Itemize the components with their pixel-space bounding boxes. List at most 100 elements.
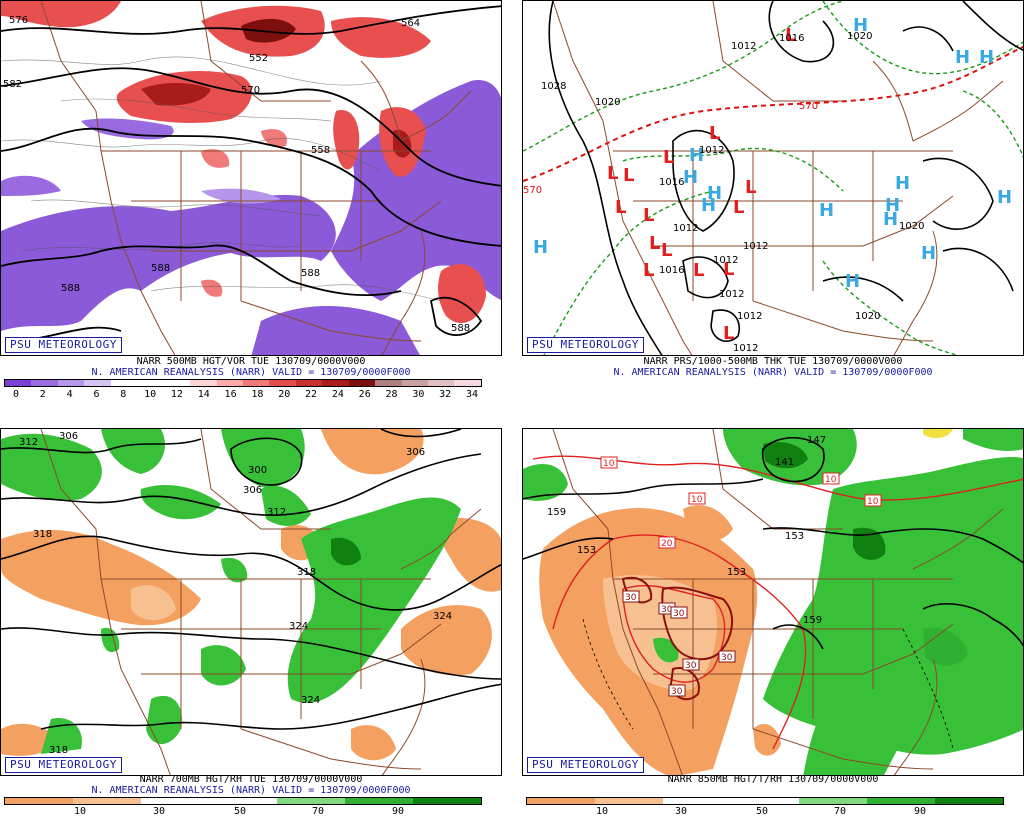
p4-contour-label-153-s: 153: [727, 567, 746, 578]
p1-contour-label-588c: 588: [301, 268, 320, 279]
colorbar-tick-label: 90: [913, 806, 927, 817]
p1-contour-label-588d: 588: [151, 263, 170, 274]
colorbar-swatch: [5, 798, 73, 804]
p1-contour-label-558: 558: [311, 145, 330, 156]
colorbar-tick-label: 70: [311, 806, 325, 817]
low-pressure-symbols: L L L L L L L L L L L L L L L: [607, 25, 796, 344]
p2-isobar-label-1012-g: 1012: [733, 343, 758, 354]
colorbar-swatch: [137, 380, 164, 386]
svg-text:H: H: [895, 173, 910, 194]
colorbar-swatch: [322, 380, 349, 386]
p4-temp-label-30-a: 30: [625, 593, 637, 603]
high-pressure-symbols: H H H H H H H H H H H H H H H: [533, 15, 1012, 292]
p4-temp-label-30-b: 30: [661, 605, 673, 615]
colorbar-tick-label: 20: [278, 389, 291, 400]
colorbar-swatch: [663, 798, 731, 804]
p4-temp-label-30-d: 30: [685, 661, 697, 671]
p2-isobar-label-1020-east: 1020: [855, 311, 880, 322]
colorbar-tick-label: 10: [595, 806, 609, 817]
p3-contour-label-306-c: 306: [243, 485, 262, 496]
colorbar-tick-label: 70: [833, 806, 847, 817]
colorbar-tick-label: 8: [120, 389, 127, 400]
svg-text:L: L: [649, 233, 660, 254]
colorbar-tick-label: 90: [391, 806, 405, 817]
p4-temp-label-10-c: 10: [825, 475, 837, 485]
p4-contour-label-153-c: 153: [785, 531, 804, 542]
p4-contour-label-153-w: 153: [577, 545, 596, 556]
p3-contour-label-318-c: 318: [297, 567, 316, 578]
p2-isobar-label-1012-top: 1012: [731, 41, 756, 52]
p3-contour-label-318-w: 318: [33, 529, 52, 540]
p1-labels: 576 564 552 570 558 582 588 588 588 588: [3, 15, 470, 334]
svg-text:L: L: [643, 260, 654, 281]
colorbar-tick-label: 26: [358, 389, 371, 400]
svg-text:L: L: [733, 197, 744, 218]
colorbar-tick-label: 50: [233, 806, 247, 817]
p4-contour-label-159-w: 159: [547, 507, 566, 518]
svg-text:H: H: [819, 200, 834, 221]
colorbar-tick-label: 18: [251, 389, 264, 400]
p2-isobar-label-1016-top: 1016: [779, 33, 804, 44]
p2-isobar-label-1012-c: 1012: [743, 241, 768, 252]
p3-caption-line1: NARR 700MB HGT/RH TUE 130709/0000V000: [139, 774, 363, 785]
colorbar-swatch: [295, 380, 323, 386]
p4-temp-label-30-c: 30: [673, 609, 685, 619]
p2-isobar-label-1020-west: 1020: [595, 97, 620, 108]
colorbar-swatch: [141, 798, 209, 804]
colorbar-tick-label: 34: [465, 389, 479, 400]
map-surface: [523, 1, 1023, 355]
svg-text:L: L: [785, 25, 796, 46]
colorbar-swatch: [428, 380, 455, 386]
p3-contour-label-306-nw: 306: [59, 431, 78, 442]
colorbar-tick-label: 4: [66, 389, 73, 400]
p1-colorbar: [4, 379, 482, 387]
p4-temp-label-20: 20: [661, 539, 673, 549]
colorbar-tick-label: 0: [12, 389, 20, 400]
map-500mb: [1, 1, 501, 355]
svg-text:L: L: [643, 205, 654, 226]
colorbar-swatch: [277, 798, 345, 804]
p3-colorbar: [4, 797, 482, 805]
p1-caption-line1: NARR 500MB HGT/VOR TUE 130709/0000V000: [136, 356, 366, 367]
p4-temp-label-10-d: 10: [867, 497, 879, 507]
p4-colorbar: [526, 797, 1004, 805]
colorbar-swatch: [345, 798, 413, 804]
colorbar-swatch: [31, 380, 58, 386]
p2-isobar-label-1012-e: 1012: [719, 289, 744, 300]
p2-isobar-label-1012-b: 1012: [673, 223, 698, 234]
svg-text:L: L: [693, 260, 704, 281]
svg-text:H: H: [689, 145, 704, 166]
p3-colorbar-ticks: 10 30 50 70 90: [4, 806, 484, 818]
p4-temp-label-30-f: 30: [671, 687, 683, 697]
svg-text:H: H: [885, 195, 900, 216]
panel-500mb-vorticity: 576 564 552 570 558 582 588 588 588 588 …: [0, 0, 502, 356]
p1-contour-label-576: 576: [9, 15, 28, 26]
p2-isobar-label-1012-a: 1012: [699, 145, 724, 156]
svg-text:L: L: [709, 123, 720, 144]
p2-thickness-label-570b: 570: [523, 185, 542, 196]
svg-text:L: L: [607, 163, 618, 184]
p3-contour-label-324-e: 324: [433, 611, 452, 622]
colorbar-tick-label: 32: [439, 389, 452, 400]
p4-caption: NARR 850MB HGT/T/RH 130709/0000V000: [522, 774, 1024, 785]
colorbar-tick-label: 24: [331, 389, 344, 400]
p4-temp-label-10-a: 10: [603, 459, 615, 469]
colorbar-tick-label: 30: [152, 806, 166, 817]
svg-text:H: H: [997, 187, 1012, 208]
p2-isobar-label-1016-a: 1016: [659, 177, 684, 188]
p3-labels: 312 306 306 300 306 312 318 318 324 324 …: [19, 431, 452, 756]
p3-contour-label-306-ne: 306: [406, 447, 425, 458]
colorbar-swatch: [799, 798, 867, 804]
svg-text:H: H: [707, 183, 722, 204]
svg-text:H: H: [853, 15, 868, 36]
p4-labels: 141 147 153 153 159 159 153 10 10 10 10 …: [547, 435, 882, 697]
colorbar-swatch: [527, 798, 595, 804]
svg-text:L: L: [623, 165, 634, 186]
p2-isobar-label-1020-top: 1020: [847, 31, 872, 42]
p2-caption: NARR PRS/1000-500MB THK TUE 130709/0000V…: [522, 356, 1024, 378]
svg-text:H: H: [845, 271, 860, 292]
p2-isobar-label-1020-ne: 1020: [899, 221, 924, 232]
p4-temp-label-30-e: 30: [721, 653, 733, 663]
svg-text:L: L: [745, 177, 756, 198]
p1-caption-line2: N. AMERICAN REANALYSIS (NARR) VALID = 13…: [91, 367, 411, 378]
